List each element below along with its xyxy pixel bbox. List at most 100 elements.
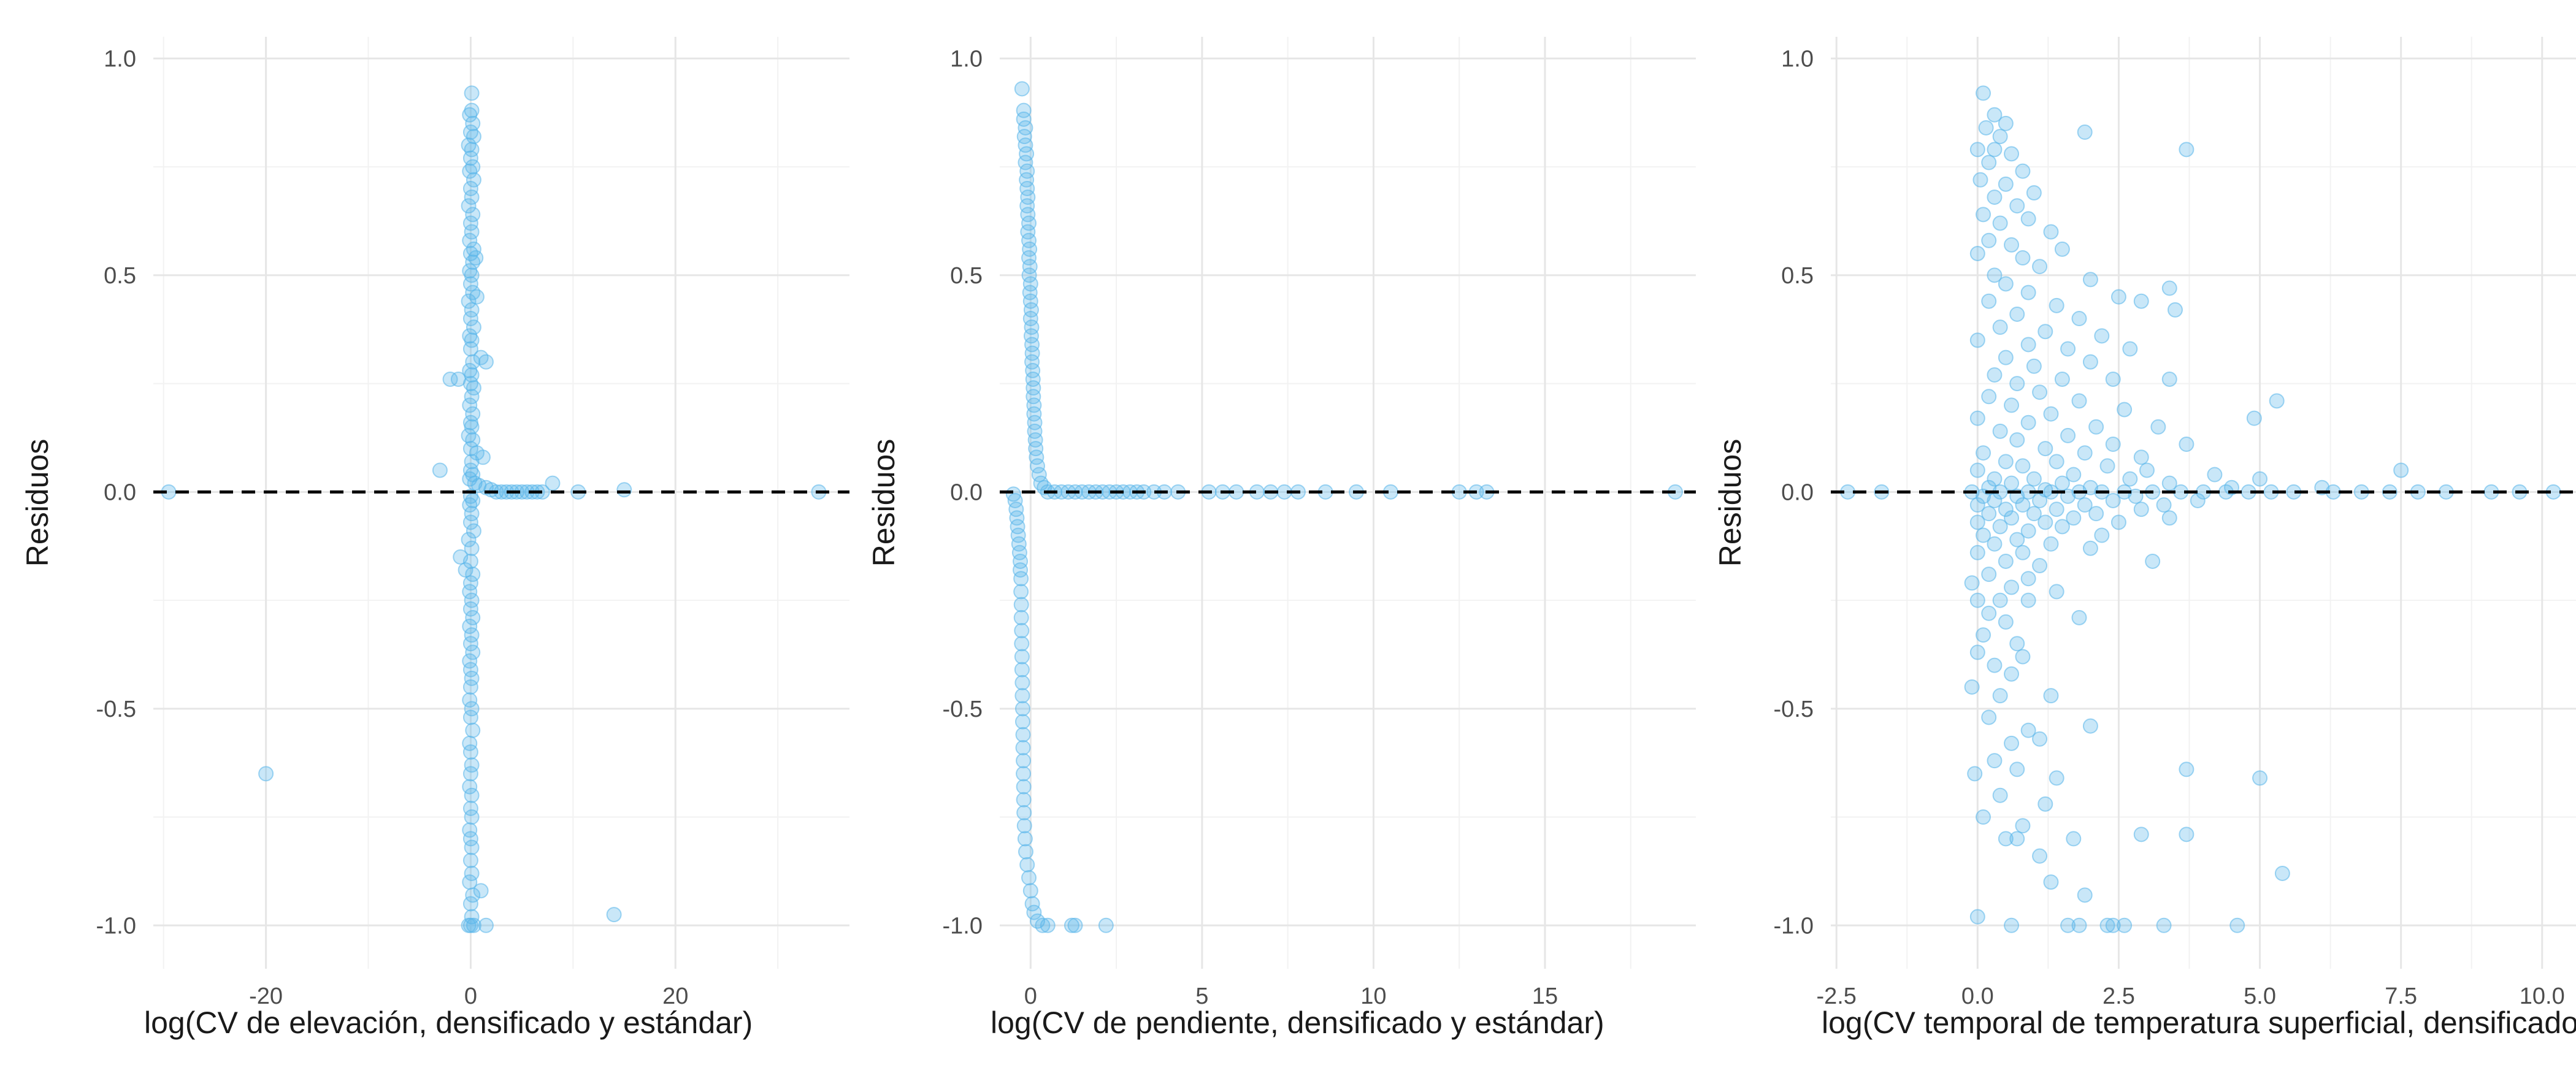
data-point [2094, 328, 2110, 344]
data-point [1998, 115, 2014, 131]
data-point [1987, 367, 2003, 383]
data-point [2071, 917, 2087, 933]
data-point [2179, 437, 2195, 452]
data-point [2004, 510, 2020, 526]
data-point [2049, 297, 2064, 313]
data-point [478, 354, 494, 370]
data-point [1987, 142, 2003, 158]
data-point [2032, 558, 2048, 574]
data-point [1987, 536, 2003, 552]
data-point [2229, 917, 2245, 933]
data-point [2020, 284, 2036, 300]
data-point [2133, 502, 2149, 517]
data-point [1021, 870, 1037, 886]
y-tick-label: 0.5 [104, 263, 136, 289]
data-point [1025, 380, 1041, 396]
data-point [2032, 731, 2048, 747]
y-axis-title: Residuos [20, 439, 55, 567]
data-point [462, 341, 478, 357]
data-point [1969, 909, 1985, 925]
data-point [2077, 887, 2093, 903]
data-point [2393, 462, 2409, 478]
data-point [2020, 523, 2036, 539]
data-point [2004, 146, 2020, 162]
data-point [2082, 272, 2098, 288]
data-point [1981, 232, 1997, 248]
y-tick-label: 0.0 [1781, 479, 1814, 505]
data-point [1969, 142, 1985, 158]
x-tick-label: 0.0 [1961, 983, 1994, 1009]
data-point [2156, 497, 2172, 513]
data-point [461, 198, 477, 214]
x-tick-label: 7.5 [2385, 983, 2417, 1009]
data-point [2049, 770, 2064, 786]
data-point [1969, 410, 1985, 426]
data-point [2009, 432, 2025, 448]
data-point [1964, 575, 1980, 591]
data-point [1014, 714, 1030, 730]
data-point [1014, 662, 1030, 678]
data-point [2161, 475, 2177, 491]
x-tick-label: 0 [1024, 983, 1037, 1009]
data-point [1992, 519, 2008, 535]
data-point [2037, 441, 2053, 457]
x-tick-label: 2.5 [2103, 983, 2135, 1009]
data-point [1998, 176, 2014, 192]
data-point [2269, 393, 2285, 409]
data-point [2009, 198, 2025, 214]
data-point [2110, 514, 2126, 530]
data-point [1969, 644, 1985, 660]
x-tick-label: 0 [464, 983, 477, 1009]
data-point [1978, 120, 1994, 136]
data-point [2060, 341, 2076, 357]
data-point [469, 289, 485, 305]
data-point [464, 189, 480, 205]
data-point [1013, 571, 1029, 587]
data-point [2032, 492, 2048, 508]
data-point [1016, 792, 1032, 808]
data-point [466, 129, 481, 145]
data-point [465, 644, 481, 660]
x-tick-label: 15 [1532, 983, 1558, 1009]
data-point [2066, 831, 2082, 847]
data-point [1992, 787, 2008, 803]
data-point [2009, 831, 2025, 847]
data-point [2139, 462, 2155, 478]
data-point [1981, 567, 1997, 582]
data-point [2026, 471, 2042, 487]
data-point [461, 917, 477, 933]
data-point [464, 85, 480, 101]
data-point [2043, 874, 2059, 890]
data-point [462, 679, 478, 695]
data-point [2179, 142, 2195, 158]
data-point [1981, 605, 1997, 621]
y-tick-label: 0.5 [950, 263, 983, 289]
data-point [2082, 718, 2098, 734]
data-point [1992, 215, 2008, 231]
data-point [2150, 419, 2166, 435]
y-tick-label: 0.5 [1781, 263, 1814, 289]
data-point [2077, 497, 2093, 513]
data-point [2161, 372, 2177, 388]
data-point [1022, 883, 1038, 899]
data-point [2252, 471, 2268, 487]
data-point [1992, 423, 2008, 439]
data-point [258, 766, 274, 782]
data-point [1992, 592, 2008, 608]
y-tick-label: 1.0 [1781, 46, 1814, 72]
y-axis-title: Residuos [867, 439, 901, 567]
y-tick-label: 1.0 [950, 46, 983, 72]
data-point [1981, 293, 1997, 309]
data-point [1098, 917, 1114, 933]
data-point [2026, 185, 2042, 201]
data-point [2004, 579, 2020, 595]
data-point [1969, 592, 1985, 608]
data-point [2026, 358, 2042, 374]
data-point [1998, 614, 2014, 630]
data-point [466, 172, 481, 188]
data-point [2009, 306, 2025, 322]
x-axis-title: log(CV temporal de temperatura superfici… [1822, 1006, 2576, 1040]
data-point [2037, 514, 2053, 530]
data-point [1018, 844, 1033, 860]
data-point [2099, 458, 2115, 474]
